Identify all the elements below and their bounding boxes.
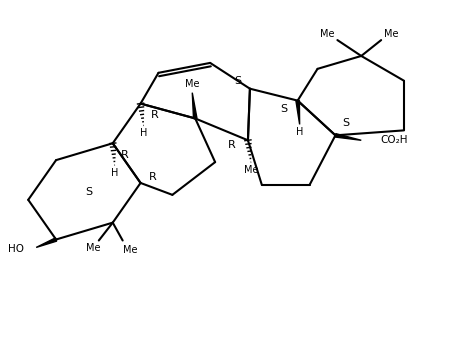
Polygon shape bbox=[335, 134, 361, 140]
Text: H: H bbox=[140, 128, 147, 138]
Text: S: S bbox=[342, 118, 349, 128]
Polygon shape bbox=[36, 238, 57, 247]
Text: R: R bbox=[228, 140, 236, 150]
Text: S: S bbox=[85, 187, 92, 197]
Text: Me: Me bbox=[86, 244, 100, 253]
Polygon shape bbox=[192, 93, 197, 119]
Text: H: H bbox=[111, 168, 118, 178]
Text: HO: HO bbox=[8, 244, 24, 255]
Text: Me: Me bbox=[185, 79, 200, 89]
Text: R: R bbox=[149, 172, 156, 182]
Text: Me: Me bbox=[244, 165, 258, 175]
Text: S: S bbox=[235, 76, 242, 86]
Text: S: S bbox=[280, 103, 287, 114]
Text: R: R bbox=[121, 150, 128, 160]
Text: CO₂H: CO₂H bbox=[380, 135, 408, 145]
Text: Me: Me bbox=[384, 29, 398, 39]
Text: Me: Me bbox=[123, 245, 138, 256]
Text: H: H bbox=[296, 127, 303, 137]
Polygon shape bbox=[296, 101, 300, 124]
Text: Me: Me bbox=[320, 29, 335, 39]
Text: R: R bbox=[151, 110, 158, 120]
